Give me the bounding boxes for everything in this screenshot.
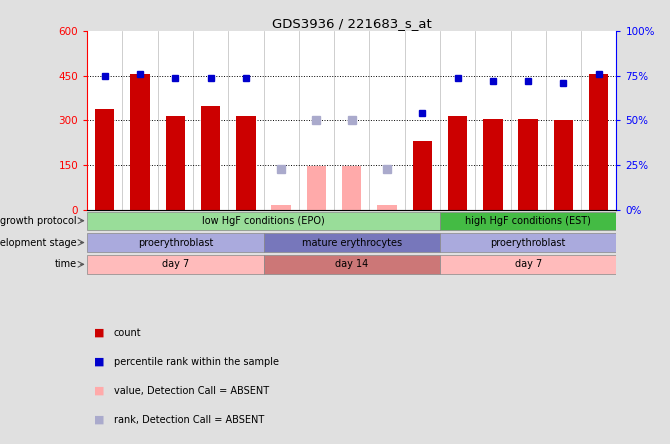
Bar	[377, 205, 397, 210]
Text: proerythroblast: proerythroblast	[137, 238, 213, 247]
Text: low HgF conditions (EPO): low HgF conditions (EPO)	[202, 216, 325, 226]
Text: mature erythrocytes: mature erythrocytes	[302, 238, 402, 247]
Bar	[307, 166, 326, 210]
Text: ■: ■	[94, 328, 105, 338]
Bar	[87, 255, 263, 274]
Text: growth protocol: growth protocol	[0, 216, 76, 226]
Title: GDS3936 / 221683_s_at: GDS3936 / 221683_s_at	[272, 17, 431, 30]
Text: proerythroblast: proerythroblast	[490, 238, 566, 247]
Text: day 14: day 14	[335, 259, 368, 270]
Text: day 7: day 7	[161, 259, 189, 270]
Text: ■: ■	[94, 415, 105, 424]
Text: ■: ■	[94, 357, 105, 367]
Bar	[87, 211, 440, 230]
Text: development stage: development stage	[0, 238, 76, 247]
Bar	[589, 74, 608, 210]
Bar	[87, 234, 263, 252]
Bar	[440, 255, 616, 274]
Text: day 7: day 7	[515, 259, 542, 270]
Text: rank, Detection Call = ABSENT: rank, Detection Call = ABSENT	[114, 415, 264, 424]
Bar	[413, 141, 432, 210]
Text: value, Detection Call = ABSENT: value, Detection Call = ABSENT	[114, 386, 269, 396]
Text: ■: ■	[94, 386, 105, 396]
Text: high HgF conditions (EST): high HgF conditions (EST)	[465, 216, 591, 226]
Bar	[263, 234, 440, 252]
Bar	[131, 74, 149, 210]
Bar	[342, 166, 361, 210]
Bar	[271, 205, 291, 210]
Bar	[95, 108, 115, 210]
Bar	[448, 116, 467, 210]
Bar	[263, 255, 440, 274]
Bar	[440, 234, 616, 252]
Text: count: count	[114, 328, 141, 338]
Bar	[237, 116, 255, 210]
Text: time: time	[54, 259, 76, 270]
Bar	[440, 211, 616, 230]
Bar	[201, 106, 220, 210]
Bar	[519, 119, 538, 210]
Text: percentile rank within the sample: percentile rank within the sample	[114, 357, 279, 367]
Bar	[554, 120, 573, 210]
Bar	[165, 116, 185, 210]
Bar	[483, 119, 502, 210]
